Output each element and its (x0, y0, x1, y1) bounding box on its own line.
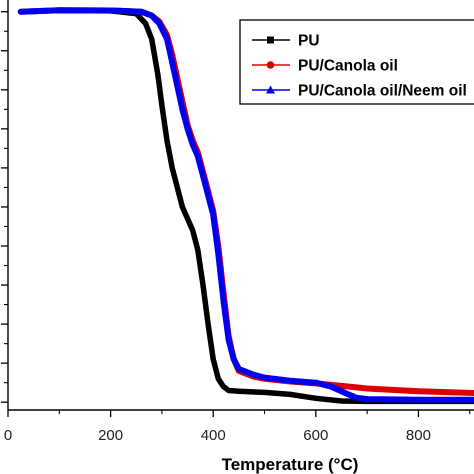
legend: PU PU/Canola oil PU/Canola oil/Neem oil (239, 19, 474, 105)
legend-label-2: PU/Canola oil (298, 58, 398, 75)
legend-marker-triangle (266, 85, 275, 94)
series-line-3 (17, 7, 474, 403)
labels-layer: 0 200 400 600 800 Temperature (°C) (4, 427, 431, 474)
legend-marker-circle (266, 61, 275, 69)
series-line-1 (18, 7, 474, 405)
legend-label-3: PU/Canola oil/Neem oil (298, 83, 467, 100)
series-layer (17, 7, 474, 405)
legend-label-1: PU (298, 33, 320, 50)
x-tick-label-1: 200 (98, 427, 123, 444)
x-tick-label-0: 0 (4, 427, 12, 444)
legend-marker-square (267, 36, 274, 44)
x-tick-label-2: 400 (201, 427, 226, 444)
axes-layer (1, 0, 474, 417)
x-axis-title: Temperature (°C) (222, 455, 359, 474)
x-tick-label-3: 600 (303, 427, 328, 444)
x-tick-label-4: 800 (406, 427, 431, 444)
